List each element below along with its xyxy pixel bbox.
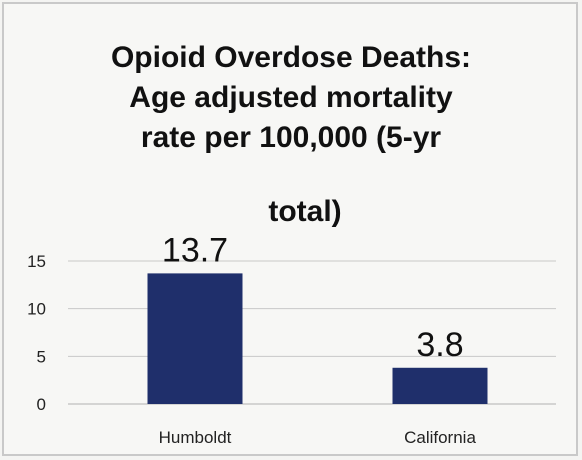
- y-tick-label: 15: [27, 252, 46, 271]
- chart-title-line-1: Opioid Overdose Deaths:: [110, 41, 472, 74]
- labels: 13.7 Humboldt 3.8 California: [159, 231, 477, 447]
- category-label-humboldt: Humboldt: [159, 428, 232, 447]
- data-label-california: 3.8: [416, 326, 463, 364]
- bars: [147, 273, 488, 404]
- category-label-california: California: [404, 428, 476, 447]
- bar-california: [392, 367, 488, 404]
- y-tick-label: 10: [27, 300, 46, 319]
- y-axis-ticks: 0 5 10 15: [27, 252, 46, 414]
- chart-title: Opioid Overdose Deaths: Age adjusted mor…: [0, 38, 582, 158]
- chart-title-line-2: Age adjusted mortality: [129, 81, 453, 114]
- chart-title-line-4: total): [268, 195, 341, 228]
- y-tick-label: 0: [37, 395, 46, 414]
- chart-title-line-3: rate per 100,000 (5-yr: [140, 121, 442, 154]
- y-tick-label: 5: [37, 347, 46, 366]
- data-label-humboldt: 13.7: [162, 231, 228, 269]
- bar-humboldt: [147, 273, 243, 404]
